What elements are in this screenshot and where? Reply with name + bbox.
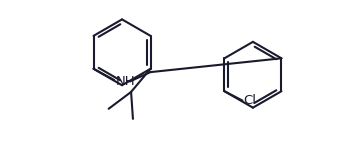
Text: Cl: Cl xyxy=(243,94,256,107)
Text: NH: NH xyxy=(116,75,135,88)
